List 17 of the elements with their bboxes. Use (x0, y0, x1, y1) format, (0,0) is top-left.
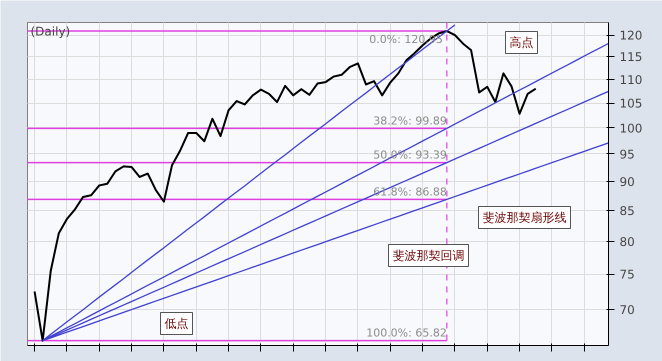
y-tick-label: 85 (620, 204, 635, 218)
y-tick-label: 100 (620, 121, 642, 136)
y-tick-label: 75 (620, 268, 635, 282)
y-tick-label: 120 (620, 28, 642, 43)
ref-line-label: 100.0%: 65.82 (366, 326, 447, 340)
ref-line-label: 38.2%: 99.89 (373, 114, 447, 128)
y-tick-label: 105 (620, 96, 642, 111)
y-tick-label: 90 (620, 174, 635, 189)
annotation: 低点 (164, 316, 188, 330)
annotation: 斐波那契扇形线 (482, 210, 566, 224)
annotation: 斐波那契回调 (392, 248, 464, 262)
y-tick-label: 115 (620, 50, 642, 64)
y-tick-label: 110 (620, 72, 642, 87)
annotation: 高点 (510, 36, 534, 50)
y-tick-label: 70 (620, 302, 635, 317)
y-tick-label: 80 (620, 234, 635, 249)
y-tick-label: 95 (620, 147, 635, 162)
